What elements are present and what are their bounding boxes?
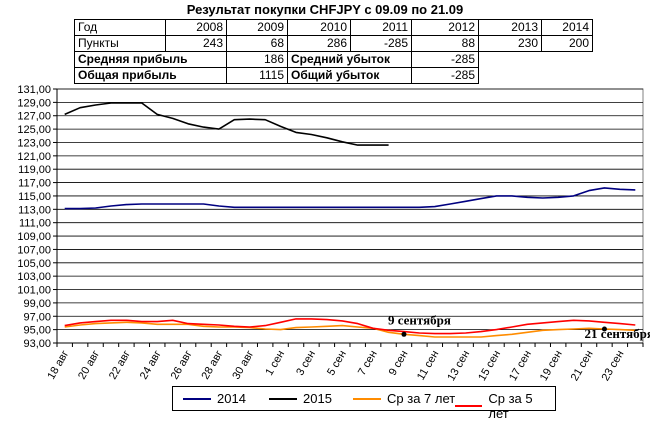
year-row: Год 2008 2009 2010 2011 2012 2013 2014 — [74, 19, 593, 36]
legend: 2014 2015 Ср за 7 лет Ср за 5 лет — [172, 386, 556, 421]
legend-swatch — [455, 405, 483, 407]
plot-frame — [56, 88, 644, 344]
y-tick-label: 107,00 — [17, 244, 51, 256]
x-tick-label: 13 сен — [445, 349, 472, 384]
x-tick-label: 23 сен — [600, 349, 627, 384]
grid-lines — [56, 88, 644, 344]
y-tick-label: 131,00 — [17, 84, 51, 96]
x-tick-label: 22 авг — [107, 349, 133, 382]
series-lines — [64, 102, 636, 338]
y-tick-label: 97,00 — [23, 311, 51, 323]
y-tick-label: 125,00 — [17, 124, 51, 136]
end-annotation: 21 сентября — [584, 326, 650, 341]
avg-loss-value: -285 — [411, 51, 479, 68]
y-tick-label: 121,00 — [17, 151, 51, 163]
y-tick-label: 93,00 — [23, 338, 51, 350]
x-tick-label: 17 сен — [507, 349, 534, 384]
x-tick-label: 18 авг — [45, 349, 71, 382]
x-tick-label: 9 сен — [387, 349, 411, 378]
x-tick-label: 26 авг — [169, 349, 195, 382]
x-tick-label: 7 сен — [356, 349, 380, 378]
y-tick-label: 101,00 — [17, 285, 51, 297]
start-marker — [401, 331, 407, 337]
x-tick-label: 1 сен — [263, 349, 287, 378]
legend-item-2015: 2015 — [269, 391, 332, 406]
legend-label: 2015 — [303, 391, 332, 406]
y-tick-label: 95,00 — [23, 325, 51, 337]
total-profit-value: 1115 — [226, 67, 288, 84]
legend-label: 2014 — [217, 391, 246, 406]
year-cell: 2012 — [411, 19, 479, 36]
x-tick-label: 15 сен — [476, 349, 503, 384]
start-annotation: 9 сентября — [388, 312, 451, 327]
x-tick-label: 11 сен — [415, 349, 441, 383]
points-row: Пункты 243 68 286 -285 88 230 200 — [74, 35, 593, 52]
y-tick-label: 111,00 — [19, 218, 51, 230]
year-cell: 2014 — [541, 19, 593, 36]
legend-item-avg5: Ср за 5 лет — [455, 391, 555, 421]
total-loss-value: -285 — [411, 67, 479, 84]
legend-item-2014: 2014 — [183, 391, 246, 406]
x-tick-label: 21 сен — [569, 349, 596, 384]
legend-item-avg7: Ср за 7 лет — [353, 391, 455, 406]
stats-table: Год 2008 2009 2010 2011 2012 2013 2014 П… — [74, 19, 593, 84]
y-tick-label: 115,00 — [18, 191, 51, 203]
x-tick-label: 28 авг — [199, 349, 225, 382]
legend-label: Ср за 5 лет — [488, 391, 533, 421]
legend-swatch — [183, 397, 211, 400]
y-tick-label: 105,00 — [17, 258, 51, 270]
x-tick-label: 3 сен — [294, 349, 318, 378]
y-tick-label: 127,00 — [17, 111, 51, 123]
points-label: Пункты — [74, 35, 166, 52]
y-tick-label: 113,00 — [18, 204, 51, 216]
x-axis: 18 авг 20 авг 22 авг 24 авг 26 авг 28 авг 30 а… — [45, 342, 644, 384]
y-tick-label: 119,00 — [18, 164, 51, 176]
points-cell: 200 — [541, 35, 593, 52]
y-tick-label: 117,00 — [18, 178, 51, 190]
series-line-2015 — [64, 102, 389, 146]
year-cell: 2008 — [165, 19, 227, 36]
total-profit-label: Общая прибыль — [74, 67, 227, 84]
average-row: Средняя прибыль 186 Средний убыток -285 — [74, 51, 593, 68]
y-tick-label: 103,00 — [17, 271, 51, 283]
x-tick-label: 30 авг — [230, 349, 256, 382]
total-loss-label: Общий убыток — [287, 67, 412, 84]
x-tick-label: 5 сен — [325, 349, 349, 378]
x-tick-label: 19 сен — [538, 349, 565, 384]
y-tick-label: 99,00 — [23, 298, 51, 310]
y-tick-label: 109,00 — [17, 231, 51, 243]
x-tick-label: 24 авг — [138, 349, 164, 382]
legend-swatch — [353, 397, 381, 400]
y-tick-label: 123,00 — [17, 137, 51, 149]
chart-title: Результат покупки CHFJPY с 09.09 по 21.0… — [186, 2, 464, 17]
series-line-Ср-за-5-лет — [64, 318, 636, 335]
end-marker — [601, 326, 607, 332]
annotation-markers: 9 сентября 21 сентября — [388, 312, 650, 341]
series-line-Ср-за-7-лет — [64, 321, 636, 338]
series-line-2014 — [64, 187, 636, 210]
points-cell: 230 — [478, 35, 542, 52]
y-tick-label: 129,00 — [17, 97, 51, 109]
legend-swatch — [269, 397, 297, 400]
legend-label: Ср за 7 лет — [387, 391, 456, 406]
total-row: Общая прибыль 1115 Общий убыток -285 — [74, 67, 593, 84]
x-tick-label: 20 авг — [76, 349, 102, 382]
